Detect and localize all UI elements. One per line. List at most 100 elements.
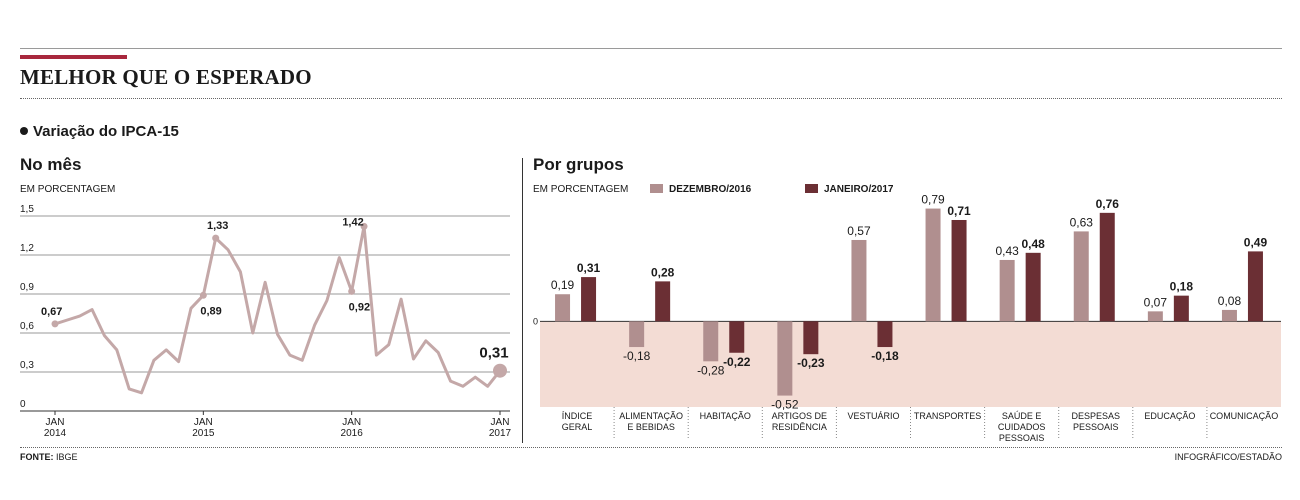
- line-x-tick-label: 2015: [192, 428, 215, 439]
- bar-data-label: 0,31: [577, 261, 601, 275]
- bar-category-label: RESIDÊNCIA: [772, 422, 827, 432]
- line-x-tick-label: 2017: [489, 428, 512, 439]
- bar-dec: [999, 259, 1015, 322]
- title-divider: [20, 98, 1282, 99]
- bar-dec: [777, 321, 793, 396]
- line-y-tick-label: 0: [20, 399, 26, 410]
- bar-data-label: 0,08: [1218, 294, 1242, 308]
- bar-category-label: ÍNDICE: [562, 411, 593, 421]
- bar-data-label: -0,28: [697, 363, 725, 377]
- bar-data-label: -0,52: [771, 398, 799, 412]
- bar-jan: [877, 321, 893, 348]
- bar-data-label: 0,71: [947, 204, 971, 218]
- bar-data-label: 0,76: [1096, 197, 1120, 211]
- bar-category-label: DESPESAS: [1071, 411, 1120, 421]
- line-y-tick-label: 0,9: [20, 282, 34, 293]
- bar-data-label: -0,23: [797, 356, 825, 370]
- bar-dec: [925, 208, 941, 322]
- legend-swatch-dec: [650, 184, 663, 193]
- line-x-tick-label: JAN: [46, 417, 65, 428]
- legend-label-jan: JANEIRO/2017: [824, 184, 894, 195]
- bar-chart-unit: EM PORCENTAGEM: [533, 184, 629, 195]
- bar-data-label: -0,18: [871, 349, 899, 363]
- line-x-tick-label: JAN: [491, 417, 510, 428]
- bar-jan: [581, 277, 597, 322]
- line-point-marker: [199, 291, 207, 299]
- line-x-tick-label: JAN: [194, 417, 213, 428]
- bar-category-label: COMUNICAÇÃO: [1210, 411, 1279, 421]
- bar-dec: [1147, 311, 1163, 322]
- bar-data-label: 0,43: [995, 244, 1019, 258]
- legend-item-dec: DEZEMBRO/2016: [650, 184, 751, 195]
- bar-category-label: CUIDADOS: [998, 422, 1046, 432]
- line-data-label: 0,31: [479, 345, 508, 362]
- bar-dec: [851, 239, 867, 322]
- chart-subtitle: Variação do IPCA-15: [20, 123, 179, 140]
- bar-dec: [703, 321, 719, 362]
- line-point-marker: [360, 222, 368, 230]
- line-point-marker: [212, 234, 220, 242]
- line-data-label: 0,89: [200, 305, 221, 317]
- line-x-tick-label: JAN: [342, 417, 361, 428]
- bar-category-label: VESTUÁRIO: [847, 411, 899, 421]
- bar-dec: [1221, 309, 1237, 322]
- source-note: FONTE: IBGE: [20, 452, 78, 462]
- line-y-tick-label: 1,2: [20, 243, 34, 254]
- page-title: MELHOR QUE O ESPERADO: [20, 65, 312, 89]
- bar-jan: [1247, 251, 1263, 322]
- bar-jan: [803, 321, 819, 355]
- bar-category-label: SAÚDE E: [1002, 411, 1042, 421]
- bar-data-label: 0,79: [921, 193, 945, 207]
- line-y-tick-label: 1,5: [20, 204, 34, 215]
- bar-data-label: 0,19: [551, 278, 575, 292]
- line-series: [53, 224, 502, 395]
- credit-note: INFOGRÁFICO/ESTADÃO: [1174, 452, 1282, 462]
- bar-dec: [629, 321, 645, 348]
- line-chart-title: No mês: [20, 155, 82, 174]
- line-x-tick-label: 2014: [44, 428, 67, 439]
- bar-jan: [729, 321, 745, 353]
- bar-jan: [1173, 295, 1189, 322]
- line-data-label: 1,42: [342, 216, 363, 228]
- bar-dec: [1073, 231, 1089, 322]
- bar-jan: [655, 281, 671, 322]
- bar-chart-title: Por grupos: [533, 155, 624, 174]
- bar-category-label: ARTIGOS DE: [772, 411, 827, 421]
- bar-jan: [951, 219, 967, 322]
- line-x-tick-label: 2016: [341, 428, 364, 439]
- footer-divider: [20, 447, 1282, 448]
- legend-item-jan: JANEIRO/2017: [805, 184, 893, 195]
- bar-data-label: 0,18: [1170, 280, 1194, 294]
- accent-bar: [20, 55, 127, 59]
- line-point-marker: [348, 287, 356, 295]
- bar-data-label: 0,07: [1144, 295, 1168, 309]
- negative-zone-band: [540, 321, 1281, 407]
- bar-category-label: TRANSPORTES: [914, 411, 981, 421]
- bar-jan: [1099, 212, 1115, 322]
- legend-swatch-jan: [805, 184, 818, 193]
- line-y-tick-label: 0,6: [20, 321, 34, 332]
- bar-category-label: HABITAÇÃO: [700, 411, 751, 421]
- bar-data-label: 0,48: [1021, 237, 1045, 251]
- bar-category-label: GERAL: [562, 422, 593, 432]
- subtitle-text: Variação do IPCA-15: [33, 123, 179, 140]
- line-y-tick-label: 0,3: [20, 360, 34, 371]
- bar-data-label: 0,57: [847, 224, 871, 238]
- source-text: IBGE: [56, 452, 78, 462]
- line-point-marker: [493, 363, 507, 378]
- bar-data-label: 0,63: [1070, 215, 1094, 229]
- bar-category-label: E BEBIDAS: [627, 422, 675, 432]
- line-data-label: 0,67: [41, 306, 62, 318]
- bar-category-label: PESSOAIS: [999, 433, 1045, 443]
- bar-jan: [1025, 252, 1041, 322]
- line-data-label: 0,92: [349, 301, 370, 313]
- bar-category-label: PESSOAIS: [1073, 422, 1119, 432]
- bullet-icon: [20, 127, 28, 135]
- bar-data-label: 0,28: [651, 265, 675, 279]
- line-point-marker: [51, 320, 59, 328]
- bar-data-label: -0,22: [723, 355, 751, 369]
- bar-zero-label: 0: [533, 316, 538, 326]
- bar-data-label: 0,49: [1244, 235, 1268, 249]
- bar-dec: [555, 294, 571, 322]
